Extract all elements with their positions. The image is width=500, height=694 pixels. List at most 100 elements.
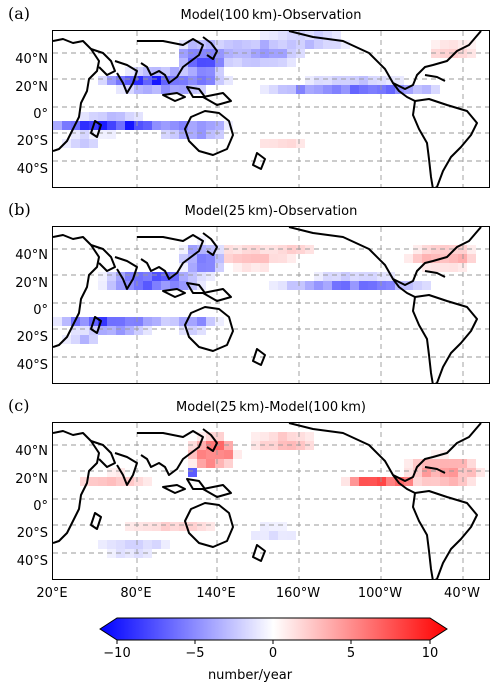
anomaly-cell — [233, 254, 242, 263]
anomaly-cell — [107, 272, 116, 281]
anomaly-cell — [143, 85, 152, 94]
anomaly-cell — [269, 85, 278, 94]
anomaly-cell — [350, 477, 359, 486]
anomaly-cell — [80, 139, 89, 148]
anomaly-cell — [269, 40, 278, 49]
anomaly-cell — [116, 121, 125, 130]
anomaly-cell — [431, 245, 440, 254]
anomaly-cell — [107, 326, 116, 335]
anomaly-cell — [404, 477, 413, 486]
anomaly-cell — [332, 281, 341, 290]
coastline — [90, 316, 102, 334]
anomaly-cell — [188, 468, 197, 477]
anomaly-cell — [458, 459, 467, 468]
anomaly-cell — [161, 522, 170, 531]
coastline — [202, 36, 218, 60]
coastline — [90, 244, 116, 272]
anomaly-cell — [161, 76, 170, 85]
lat-label: 0° — [33, 303, 48, 318]
lon-label: 80°E — [120, 586, 152, 601]
anomaly-cell — [332, 85, 341, 94]
anomaly-cell — [386, 477, 395, 486]
panel-b-map — [52, 226, 490, 384]
anomaly-cell — [296, 40, 305, 49]
coastline — [392, 82, 416, 102]
anomaly-cell — [134, 326, 143, 335]
lon-label: 40°W — [444, 586, 480, 601]
anomaly-cell — [242, 254, 251, 263]
anomaly-cell — [170, 130, 179, 139]
anomaly-cell — [206, 49, 215, 58]
anomaly-cell — [125, 67, 134, 76]
anomaly-cell — [305, 245, 314, 254]
anomaly-cell — [251, 254, 260, 263]
anomaly-cell — [350, 85, 359, 94]
anomaly-cell — [359, 281, 368, 290]
anomaly-cell — [287, 49, 296, 58]
anomaly-cell — [98, 281, 107, 290]
anomaly-cell — [98, 326, 107, 335]
anomaly-cell — [62, 121, 71, 130]
coastline — [90, 120, 102, 138]
anomaly-cell — [341, 85, 350, 94]
anomaly-cell — [224, 76, 233, 85]
anomaly-cell — [179, 326, 188, 335]
colorbar-tick: 10 — [421, 646, 439, 661]
anomaly-cell — [188, 67, 197, 76]
anomaly-cell — [449, 468, 458, 477]
anomaly-cell — [314, 272, 323, 281]
anomaly-cell — [143, 317, 152, 326]
anomaly-cell — [143, 272, 152, 281]
anomaly-cell — [71, 139, 80, 148]
anomaly-cell — [116, 85, 125, 94]
anomaly-cell — [89, 335, 98, 344]
anomaly-cell — [422, 477, 431, 486]
panel-a-map — [52, 30, 490, 188]
anomaly-cell — [134, 76, 143, 85]
anomaly-cell — [197, 67, 206, 76]
anomaly-cell — [197, 58, 206, 67]
anomaly-cell — [161, 540, 170, 549]
anomaly-cell — [458, 468, 467, 477]
anomaly-cell — [260, 441, 269, 450]
anomaly-cell — [359, 272, 368, 281]
anomaly-cell — [260, 254, 269, 263]
anomaly-cell — [107, 549, 116, 558]
anomaly-cell — [233, 245, 242, 254]
anomaly-cell — [287, 40, 296, 49]
anomaly-cell — [188, 522, 197, 531]
anomaly-cell — [422, 85, 431, 94]
anomaly-cell — [332, 40, 341, 49]
anomaly-cell — [377, 281, 386, 290]
anomaly-cell — [197, 121, 206, 130]
coastline — [252, 348, 266, 366]
anomaly-cell — [359, 477, 368, 486]
anomaly-cell — [458, 254, 467, 263]
anomaly-cell — [161, 67, 170, 76]
anomaly-cell — [341, 272, 350, 281]
panel-a-svg — [53, 31, 489, 187]
anomaly-cell — [62, 335, 71, 344]
coastline — [414, 98, 478, 187]
anomaly-cell — [458, 49, 467, 58]
anomaly-cell — [206, 245, 215, 254]
anomaly-cell — [269, 245, 278, 254]
anomaly-cell — [170, 522, 179, 531]
coastline — [53, 430, 100, 544]
anomaly-cell — [188, 85, 197, 94]
anomaly-cell — [161, 281, 170, 290]
anomaly-cell — [440, 49, 449, 58]
anomaly-cell — [179, 58, 188, 67]
anomaly-cell — [188, 58, 197, 67]
anomaly-cell — [98, 272, 107, 281]
anomaly-cell — [278, 522, 287, 531]
anomaly-cell — [395, 281, 404, 290]
anomaly-cell — [215, 245, 224, 254]
anomaly-cell — [296, 139, 305, 148]
anomaly-cell — [431, 459, 440, 468]
anomaly-cell — [143, 522, 152, 531]
anomaly-cell — [134, 121, 143, 130]
anomaly-cell — [278, 531, 287, 540]
anomaly-cell — [197, 245, 206, 254]
anomaly-cell — [107, 540, 116, 549]
